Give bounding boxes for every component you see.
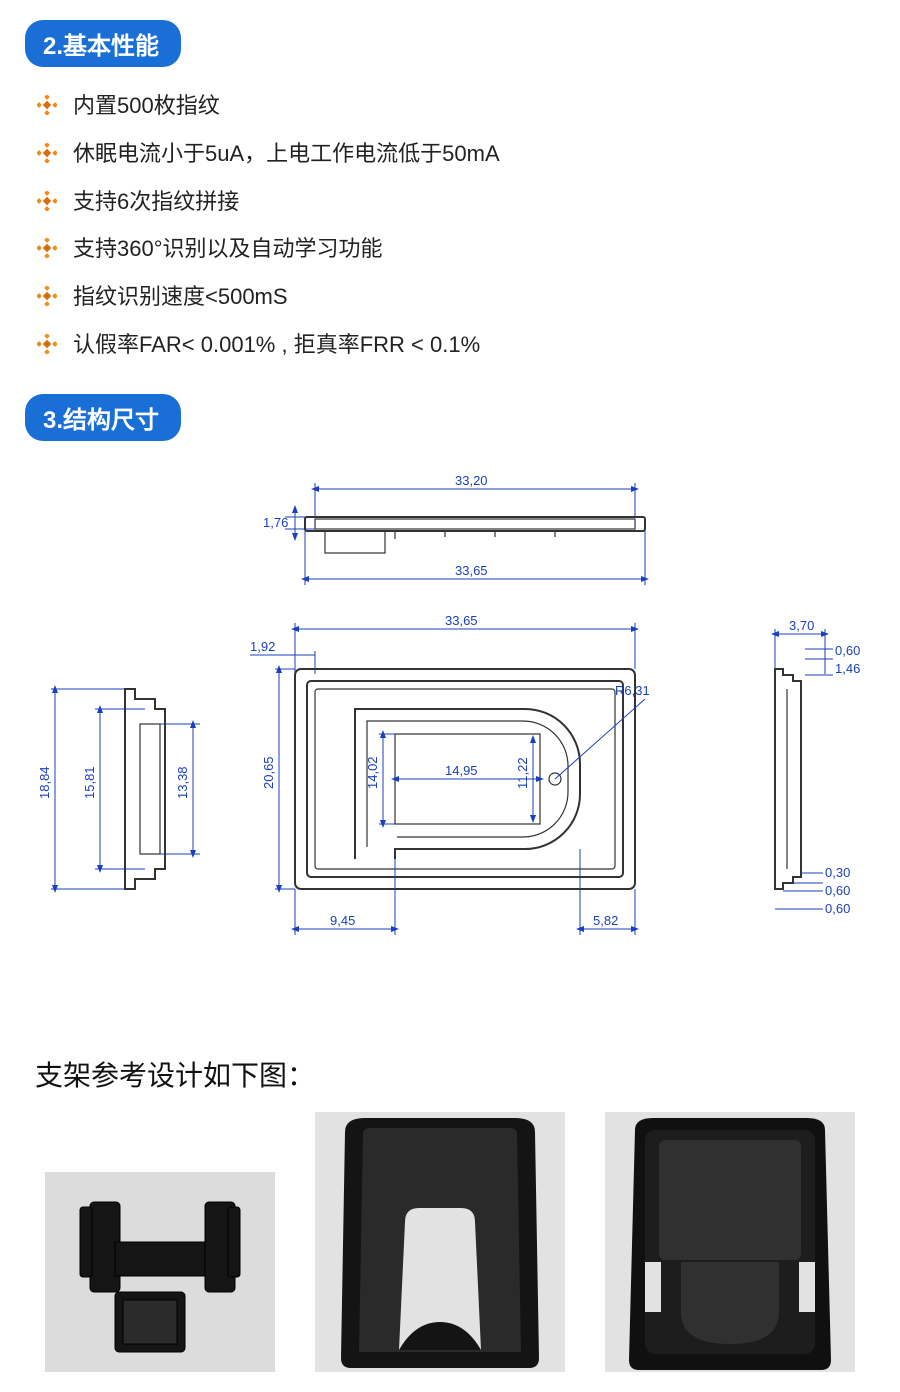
dim-label: R6,31 xyxy=(615,683,650,698)
diamond-bullet-icon xyxy=(37,191,57,211)
dim-label: 13,38 xyxy=(175,766,190,799)
dim-label: 33,65 xyxy=(455,563,488,578)
dim-label: 5,82 xyxy=(593,913,618,928)
spec-text: 认假率FAR< 0.001% , 拒真率FRR < 0.1% xyxy=(73,332,480,357)
dim-label: 1,92 xyxy=(250,639,275,654)
spec-item: 认假率FAR< 0.001% , 拒真率FRR < 0.1% xyxy=(37,324,875,366)
spec-item: 支持6次指纹拼接 xyxy=(37,181,875,223)
dim-label: 0,60 xyxy=(825,901,850,916)
diamond-bullet-icon xyxy=(37,334,57,354)
dim-label: 3,70 xyxy=(789,618,814,633)
dim-label: 33,20 xyxy=(455,473,488,488)
spec-item: 内置500枚指纹 xyxy=(37,85,875,127)
diamond-bullet-icon xyxy=(37,238,57,258)
spec-list: 内置500枚指纹 休眠电流小于5uA，上电工作电流低于50mA 支持6次指纹拼接… xyxy=(25,85,875,366)
section-badge-perf: 2.基本性能 xyxy=(25,20,181,67)
dim-label: 0,30 xyxy=(825,865,850,880)
spec-text: 支持6次指纹拼接 xyxy=(73,189,239,214)
bracket-photo-1 xyxy=(45,1172,275,1372)
dim-label: 11,22 xyxy=(515,757,530,789)
diamond-bullet-icon xyxy=(37,286,57,306)
spec-item: 支持360°识别以及自动学习功能 xyxy=(37,228,875,270)
spec-text: 休眠电流小于5uA，上电工作电流低于50mA xyxy=(73,141,500,166)
bracket-photos-row xyxy=(25,1112,875,1372)
spec-item: 指纹识别速度<500mS xyxy=(37,276,875,318)
dim-label: 1,46 xyxy=(835,661,860,676)
dim-label: 0,60 xyxy=(835,643,860,658)
spec-text: 内置500枚指纹 xyxy=(73,93,220,118)
dim-label: 1,76 xyxy=(263,515,288,530)
bracket-subtitle: 支架参考设计如下图： xyxy=(35,1054,875,1094)
dim-label: 15,81 xyxy=(82,766,97,799)
spec-item: 休眠电流小于5uA，上电工作电流低于50mA xyxy=(37,133,875,175)
spec-text: 指纹识别速度<500mS xyxy=(73,284,288,309)
section-badge-dim: 3.结构尺寸 xyxy=(25,394,181,441)
dim-label: 20,65 xyxy=(261,756,276,789)
dim-label: 33,65 xyxy=(445,613,478,628)
diamond-bullet-icon xyxy=(37,95,57,115)
dim-label: 14,02 xyxy=(365,756,380,789)
spec-text: 支持360°识别以及自动学习功能 xyxy=(73,236,383,261)
diamond-bullet-icon xyxy=(37,143,57,163)
dim-label: 0,60 xyxy=(825,883,850,898)
bracket-photo-2 xyxy=(315,1112,565,1372)
technical-drawing: 33,20 1,76 33,65 18,84 15,81 13,38 xyxy=(25,459,875,1024)
dim-label: 18,84 xyxy=(37,766,52,799)
bracket-photo-3 xyxy=(605,1112,855,1372)
dim-label: 14,95 xyxy=(445,763,478,778)
dim-label: 9,45 xyxy=(330,913,355,928)
